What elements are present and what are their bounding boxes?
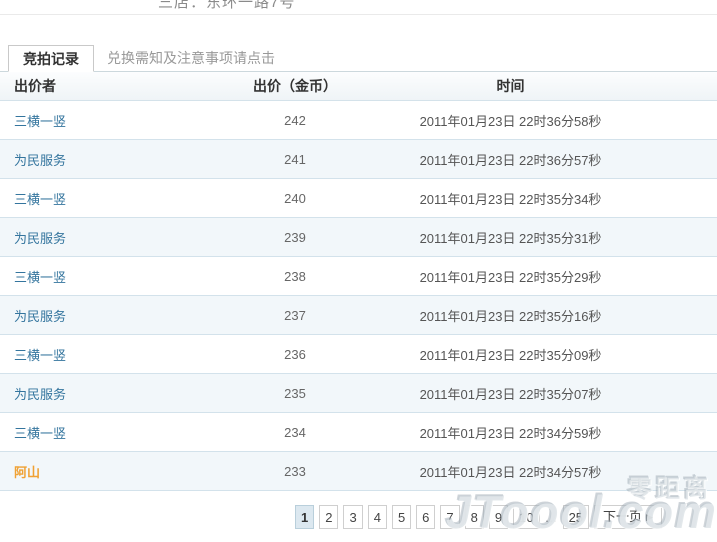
column-header-time: 时间	[496, 78, 525, 94]
bid-value: 233	[284, 463, 306, 479]
next-page-label: 下一页	[603, 509, 643, 524]
page-button[interactable]: 7	[440, 505, 460, 529]
bidder-link[interactable]: 为民服务	[14, 152, 67, 168]
table-row: 为民服务 241 2011年01月23日 22时36分57秒	[0, 140, 717, 179]
bid-time: 2011年01月23日 22时35分29秒	[419, 269, 602, 285]
page-button[interactable]: 4	[367, 505, 387, 529]
table-row: 三横一竖 238 2011年01月23日 22时35分29秒	[0, 257, 717, 296]
bidder-link[interactable]: 为民服务	[14, 308, 67, 324]
bid-value: 240	[284, 190, 306, 206]
bid-time: 2011年01月23日 22时35分09秒	[419, 347, 602, 363]
tab-bar: 竞拍记录 兑换需知及注意事项请点击	[0, 45, 717, 72]
bidder-link[interactable]: 为民服务	[14, 230, 67, 246]
next-page-button[interactable]: 下一页 ▶	[594, 505, 662, 529]
tab-bid-records[interactable]: 竞拍记录	[8, 45, 94, 72]
bid-time: 2011年01月23日 22时35分16秒	[419, 308, 602, 324]
page-button[interactable]: 5	[391, 505, 412, 529]
page-button[interactable]: 8	[464, 505, 484, 529]
table-row: 三横一竖 242 2011年01月23日 22时36分58秒	[0, 101, 717, 140]
page-button-last[interactable]: 25	[562, 505, 590, 529]
clipped-address-text: 三店：东环一路7号	[158, 0, 296, 11]
bidder-link[interactable]: 三横一竖	[14, 113, 67, 129]
table-row: 阿山 233 2011年01月23日 22时34分57秒	[0, 452, 717, 491]
table-body: 三横一竖 242 2011年01月23日 22时36分58秒 为民服务 241 …	[0, 101, 717, 491]
table-header: 出价者 出价（金币） 时间	[0, 72, 717, 101]
bidder-link[interactable]: 阿山	[14, 464, 41, 480]
bidder-link[interactable]: 三横一竖	[14, 191, 67, 207]
table-row: 为民服务 235 2011年01月23日 22时35分07秒	[0, 374, 717, 413]
bidder-link[interactable]: 三横一竖	[14, 347, 67, 363]
bid-time: 2011年01月23日 22时34分57秒	[419, 464, 602, 480]
bid-value: 237	[284, 307, 306, 323]
bid-time: 2011年01月23日 22时35分07秒	[419, 386, 602, 402]
top-divider	[0, 14, 717, 15]
bid-time: 2011年01月23日 22时35分34秒	[419, 191, 602, 207]
table-row: 三横一竖 240 2011年01月23日 22时35分34秒	[0, 179, 717, 218]
page-button[interactable]: 9	[488, 505, 509, 529]
table-row: 三横一竖 236 2011年01月23日 22时35分09秒	[0, 335, 717, 374]
pagination-ellipsis: …	[544, 509, 558, 525]
table-row: 三横一竖 234 2011年01月23日 22时34分59秒	[0, 413, 717, 452]
column-header-bidder: 出价者	[14, 78, 56, 94]
page-button[interactable]: 2	[319, 505, 339, 529]
page-button[interactable]: 3	[343, 505, 363, 529]
bid-time: 2011年01月23日 22时36分58秒	[419, 113, 602, 129]
bid-value: 235	[284, 385, 306, 401]
bid-value: 236	[284, 346, 306, 362]
table-row: 为民服务 239 2011年01月23日 22时35分31秒	[0, 218, 717, 257]
pagination: 1 2 3 4 5 6 7 8 9 10… 25 下一页 ▶	[295, 505, 662, 529]
bid-value: 238	[284, 268, 306, 284]
bidder-link[interactable]: 为民服务	[14, 386, 67, 402]
bid-value: 234	[284, 424, 306, 440]
bid-value: 239	[284, 229, 306, 245]
page-button[interactable]: 10	[513, 505, 540, 529]
page-button[interactable]: 6	[416, 505, 436, 529]
page-button[interactable]: 1	[295, 505, 315, 529]
next-arrow-icon: ▶	[646, 512, 653, 522]
column-header-bid: 出价（金币）	[253, 78, 337, 94]
tab-exchange-notice[interactable]: 兑换需知及注意事项请点击	[107, 50, 275, 66]
bid-time: 2011年01月23日 22时35分31秒	[419, 230, 602, 246]
bid-time: 2011年01月23日 22时34分59秒	[419, 425, 602, 441]
bid-value: 241	[284, 151, 306, 167]
bid-value: 242	[284, 112, 306, 128]
bidder-link[interactable]: 三横一竖	[14, 425, 67, 441]
table-row: 为民服务 237 2011年01月23日 22时35分16秒	[0, 296, 717, 335]
bid-time: 2011年01月23日 22时36分57秒	[419, 152, 602, 168]
bidder-link[interactable]: 三横一竖	[14, 269, 67, 285]
